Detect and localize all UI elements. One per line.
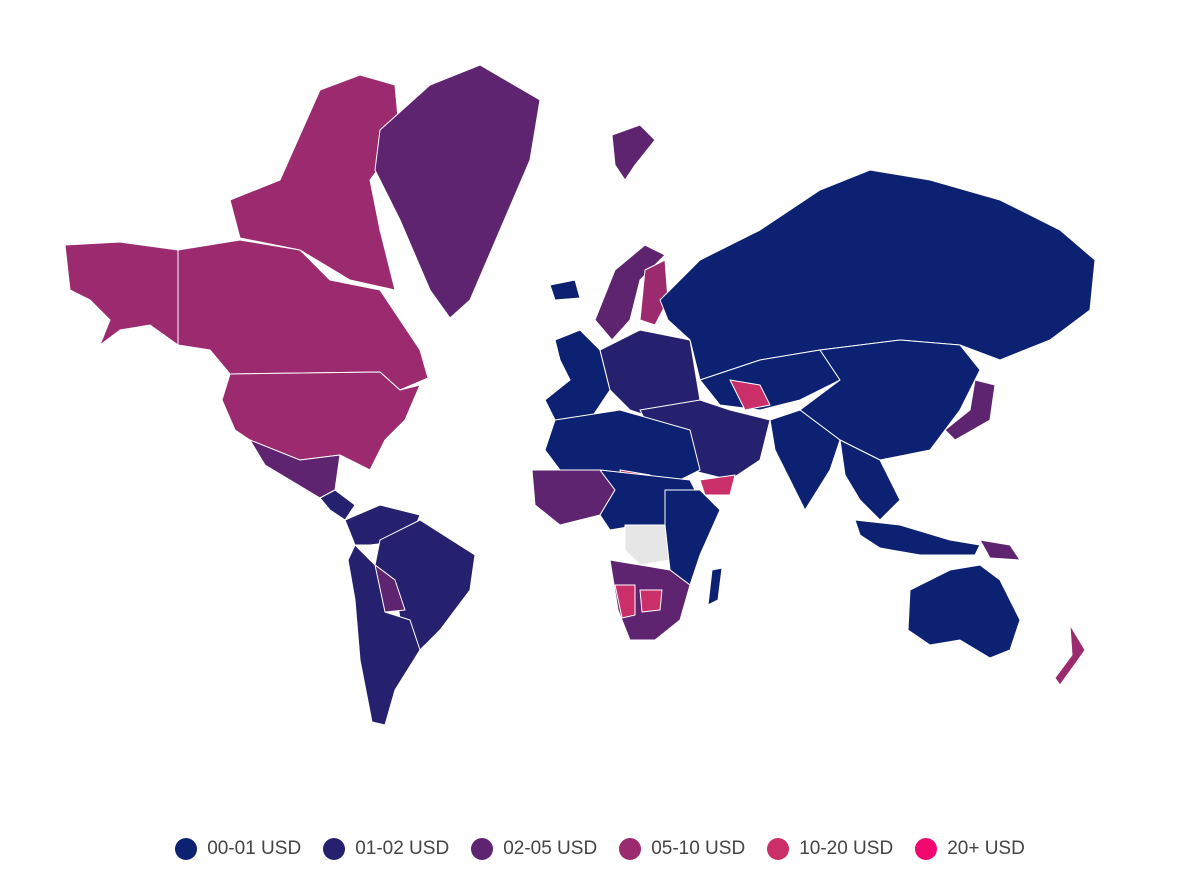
region-madagascar[interactable]	[707, 567, 723, 606]
region-new-zealand[interactable]	[1054, 624, 1086, 686]
region-svalbard[interactable]	[611, 124, 656, 181]
region-turkmenistan[interactable]	[729, 379, 771, 411]
region-greenland[interactable]	[374, 64, 541, 319]
region-drc[interactable]	[624, 524, 671, 566]
region-china[interactable]	[799, 339, 981, 461]
region-western-europe[interactable]	[544, 329, 611, 421]
legend-item-05-10[interactable]: 05-10 USD	[619, 838, 745, 860]
region-yemen[interactable]	[699, 474, 736, 496]
region-central-asia[interactable]	[699, 349, 841, 411]
legend-item-02-05[interactable]: 02-05 USD	[471, 838, 597, 860]
region-alaska[interactable]	[64, 241, 179, 346]
region-namibia[interactable]	[614, 584, 636, 619]
legend-item-20-plus[interactable]: 20+ USD	[915, 838, 1025, 860]
region-finland[interactable]	[639, 259, 669, 326]
region-central-america[interactable]	[319, 489, 356, 521]
legend-dot	[175, 838, 198, 860]
region-india[interactable]	[769, 409, 841, 511]
legend-dot	[915, 838, 938, 860]
region-argentina-chile[interactable]	[347, 544, 421, 726]
legend-dot	[619, 838, 642, 860]
world-map	[64, 64, 1096, 726]
legend: 00-01 USD 01-02 USD 02-05 USD 05-10 USD …	[0, 838, 1200, 860]
region-iceland[interactable]	[549, 279, 581, 301]
region-indonesia[interactable]	[854, 519, 981, 556]
region-southeast-asia[interactable]	[839, 439, 901, 521]
legend-dot	[471, 838, 494, 860]
region-png[interactable]	[979, 539, 1021, 561]
region-australia[interactable]	[907, 564, 1021, 659]
region-botswana[interactable]	[639, 589, 663, 613]
region-canada-islands[interactable]	[229, 74, 401, 291]
legend-item-01-02[interactable]: 01-02 USD	[323, 838, 449, 860]
legend-item-00-01[interactable]: 00-01 USD	[175, 838, 301, 860]
legend-dot	[767, 838, 790, 860]
legend-dot	[323, 838, 346, 860]
region-canada[interactable]	[177, 239, 429, 391]
region-usa[interactable]	[221, 371, 421, 471]
region-japan[interactable]	[944, 379, 996, 441]
region-east-africa[interactable]	[664, 489, 721, 586]
legend-item-10-20[interactable]: 10-20 USD	[767, 838, 893, 860]
